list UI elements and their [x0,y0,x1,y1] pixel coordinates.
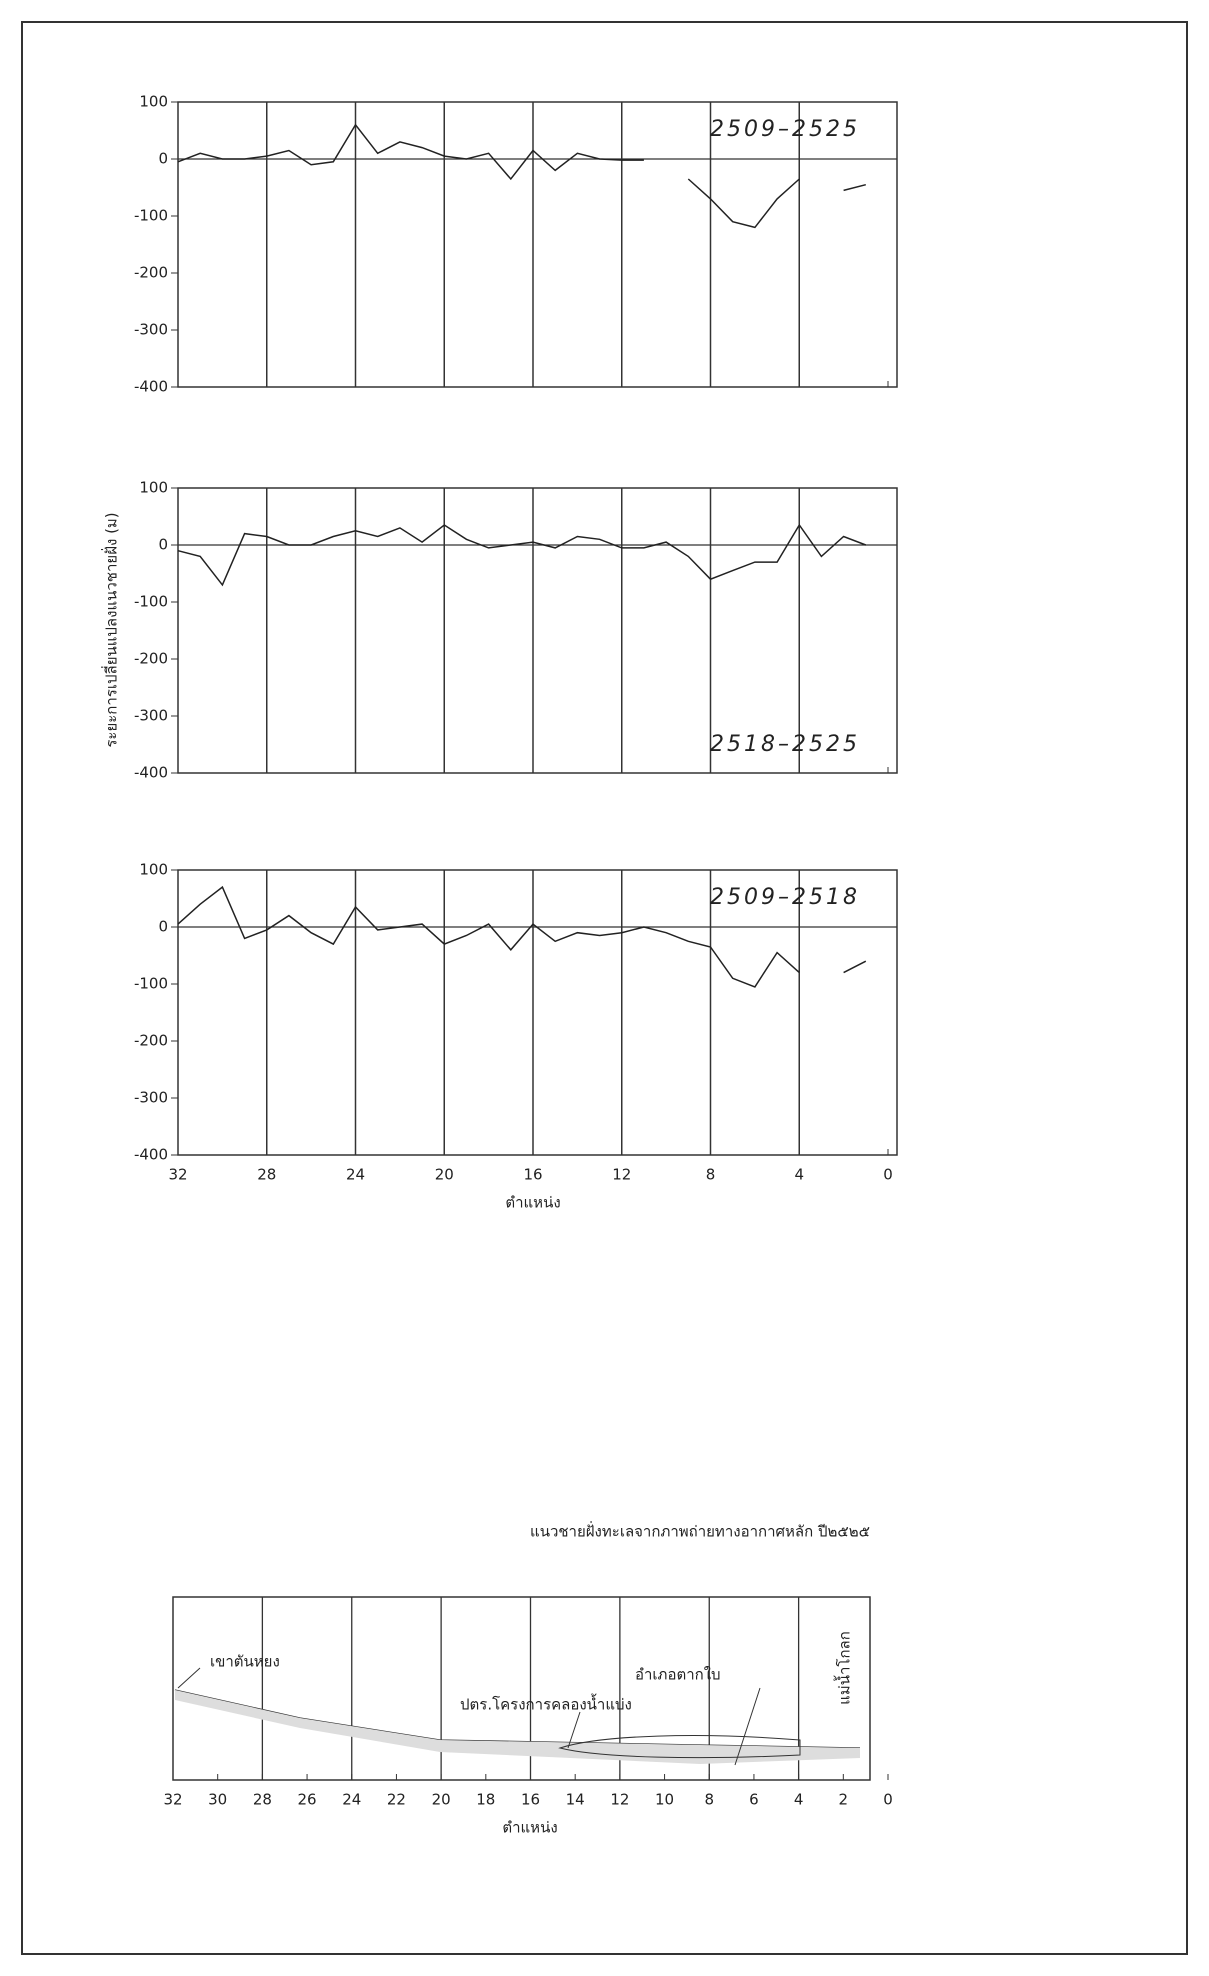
page: ระยะการเปลี่ยนแปลงแนวชายฝั่ง (ม) แนวชายฝ… [0,0,1209,1976]
x-tick-label: 16 [523,1166,542,1184]
x-tick-label: 22 [387,1791,406,1809]
x-tick-label: 4 [794,1791,804,1809]
x-tick-label: 28 [253,1791,272,1809]
y-axis-label: ระยะการเปลี่ยนแปลงแนวชายฝั่ง (ม) [101,512,121,747]
y-tick-label: -400 [134,378,168,396]
x-tick-label: 18 [476,1791,495,1809]
x-tick-label: 4 [794,1166,804,1184]
annotation: ปตร.โครงการคลองน้ำแบ่ง [460,1694,632,1714]
x-tick-label: 12 [610,1791,629,1809]
plot-frame [178,488,897,773]
x-tick-label: 24 [342,1791,361,1809]
data-line [178,525,866,585]
page-frame [22,22,1187,1954]
y-tick-label: -300 [134,321,168,339]
y-tick-label: -200 [134,264,168,282]
x-tick-label: 32 [163,1791,182,1809]
y-tick-label: 0 [158,150,168,168]
y-tick-label: 0 [158,918,168,936]
y-tick-label: 100 [139,93,168,111]
y-tick-label: -200 [134,650,168,668]
plot-frame [178,102,897,387]
x-tick-label: 6 [749,1791,759,1809]
x-tick-label: 14 [566,1791,585,1809]
annotation: เขาตันหยง [210,1653,280,1671]
x-axis-label: ตำแหน่ง [502,1819,557,1837]
x-tick-label: 26 [298,1791,317,1809]
y-tick-label: -400 [134,764,168,782]
x-tick-label: 30 [208,1791,227,1809]
x-tick-label: 20 [432,1791,451,1809]
x-tick-label: 8 [704,1791,714,1809]
x-tick-label: 2 [839,1791,849,1809]
x-axis-label: ตำแหน่ง [505,1194,560,1212]
leader [178,1668,200,1688]
x-tick-label: 28 [257,1166,276,1184]
x-tick-label: 20 [435,1166,454,1184]
y-tick-label: 100 [139,479,168,497]
x-tick-label: 32 [168,1166,187,1184]
y-tick-label: -400 [134,1146,168,1164]
x-tick-label: 0 [883,1166,893,1184]
x-tick-label: 8 [706,1166,716,1184]
x-tick-label: 16 [521,1791,540,1809]
y-tick-label: -100 [134,975,168,993]
y-tick-label: -100 [134,593,168,611]
period-label: 2509–2518 [710,885,860,910]
annotation: แม่น้ำโกลก [834,1631,854,1705]
period-label: 2518–2525 [710,732,860,757]
x-tick-label: 24 [346,1166,365,1184]
x-tick-label: 0 [883,1791,893,1809]
x-tick-label: 10 [655,1791,674,1809]
y-tick-label: 0 [158,536,168,554]
annotation: อำเภอตากใบ [635,1666,721,1684]
y-tick-label: -300 [134,1089,168,1107]
y-tick-label: 100 [139,861,168,879]
y-tick-label: -100 [134,207,168,225]
period-label: 2509–2525 [710,117,860,142]
map-title: แนวชายฝั่งทะเลจากภาพถ่ายทางอากาศหลัก ปี๒… [530,1521,870,1541]
y-tick-label: -300 [134,707,168,725]
y-tick-label: -200 [134,1032,168,1050]
x-tick-label: 12 [612,1166,631,1184]
plot-frame [178,870,897,1155]
